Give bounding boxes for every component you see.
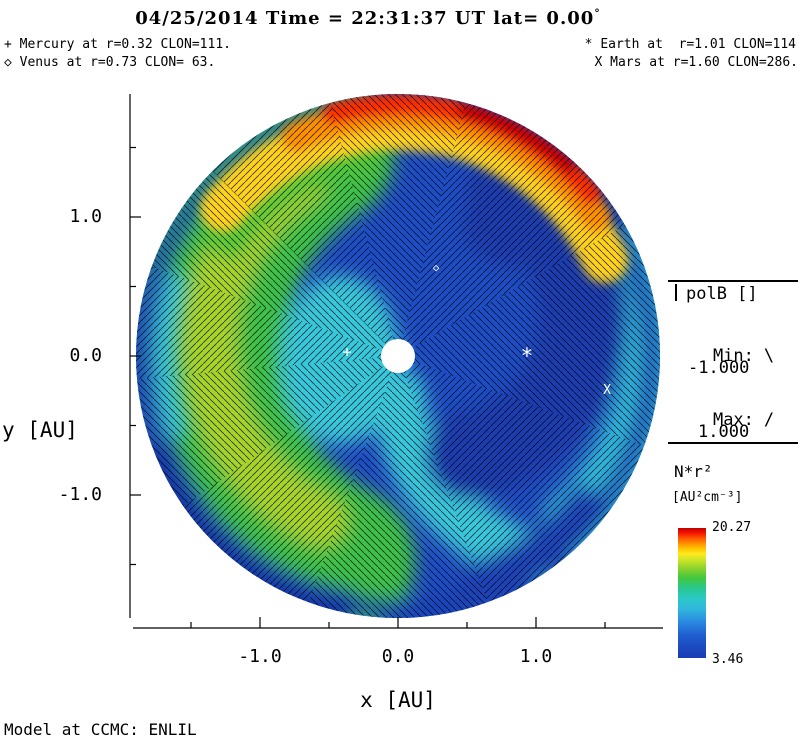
x-tick-label-neg1: -1.0: [238, 646, 282, 667]
negative-polarity-hatch-sample: \: [763, 346, 775, 366]
earth-position-label: * Earth at r=1.01 CLON=114: [584, 37, 796, 52]
mercury-marker: +: [342, 343, 351, 361]
plot-title: 04/25/2014 Time = 22:31:37 UT lat= 0.00°: [135, 7, 601, 29]
earth-marker: *: [521, 344, 534, 368]
colorbar-units: [AU²cm⁻³]: [672, 490, 743, 505]
positive-polarity-hatch-sample: /: [763, 410, 775, 430]
plot-title-text: 04/25/2014 Time = 22:31:37 UT lat= 0.00: [135, 8, 595, 29]
polb-title: polB []: [686, 284, 758, 304]
x-tick-label-0: 0.0: [381, 646, 415, 667]
polb-line-sample: [675, 284, 677, 301]
legend-divider-top: [668, 280, 798, 282]
polb-min-text: Min:: [712, 346, 754, 366]
venus-position-label: ◇ Venus at r=0.73 CLON= 63.: [4, 55, 216, 70]
mars-marker: X: [603, 383, 611, 398]
x-tick-label-1: 1.0: [519, 646, 553, 667]
colorbar-max: 20.27: [712, 520, 752, 535]
mercury-position-label: + Mercury at r=0.32 CLON=111.: [4, 37, 231, 52]
polb-min-value: -1.000: [688, 358, 750, 378]
polb-max-label: Max: /: [672, 390, 774, 450]
y-tick-label-0: 0.0: [69, 345, 102, 366]
polb-min-label: Min: \: [672, 326, 774, 386]
degree-symbol: °: [594, 7, 601, 20]
x-axis-label: x [AU]: [360, 688, 436, 712]
colorbar: [678, 528, 706, 658]
x-axis: [133, 617, 663, 629]
polb-max-text: Max:: [712, 410, 754, 430]
y-tick-label-neg1: -1.0: [58, 484, 102, 505]
legend-divider-bottom: [668, 442, 798, 444]
model-credit: Model at CCMC: ENLIL: [4, 720, 197, 739]
mars-position-label: X Mars at r=1.60 CLON=286.: [594, 55, 799, 70]
polb-max-value: 1.000: [698, 422, 750, 442]
colorbar-min: 3.46: [712, 652, 744, 667]
colorbar-quantity: N*r²: [674, 462, 713, 481]
sun-disk: [381, 339, 415, 373]
venus-marker: ◇: [433, 261, 440, 274]
polarity-hatch: [136, 94, 660, 618]
y-axis: [129, 94, 141, 618]
y-axis-label: y [AU]: [2, 418, 78, 442]
y-tick-label-1: 1.0: [69, 206, 102, 227]
